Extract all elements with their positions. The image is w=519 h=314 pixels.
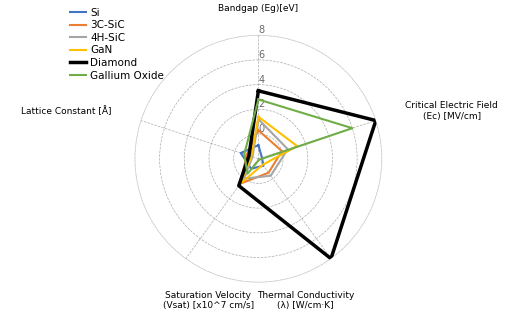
Text: Thermal Conductivity
(λ) [W/cm·K]: Thermal Conductivity (λ) [W/cm·K] [257,291,354,310]
Text: Lattice Constant [Å]: Lattice Constant [Å] [21,106,112,116]
Text: Saturation Velocity
(Vsat) [x10^7 cm/s]: Saturation Velocity (Vsat) [x10^7 cm/s] [162,291,254,310]
Text: Critical Electric Field
(Ec) [MV/cm]: Critical Electric Field (Ec) [MV/cm] [405,101,498,121]
Text: Bandgap (Eg)[eV]: Bandgap (Eg)[eV] [218,4,298,13]
Legend: Si, 3C-SiC, 4H-SiC, GaN, Diamond, Gallium Oxide: Si, 3C-SiC, 4H-SiC, GaN, Diamond, Galliu… [66,3,168,85]
